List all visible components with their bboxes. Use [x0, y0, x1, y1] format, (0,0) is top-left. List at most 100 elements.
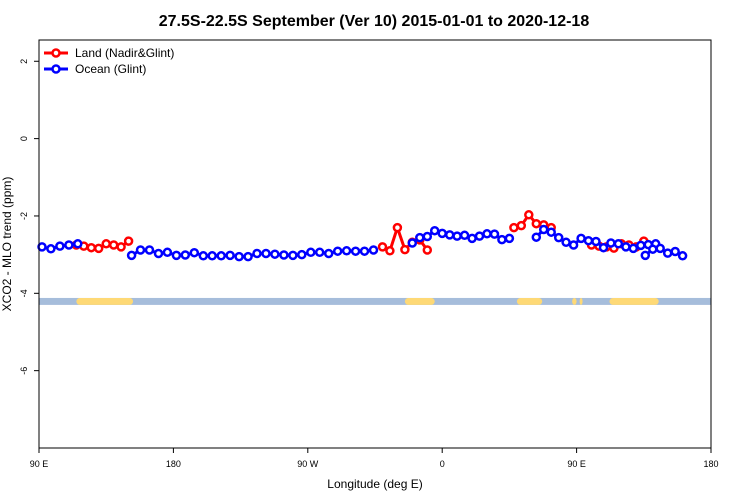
- data-point: [591, 236, 601, 247]
- ocean-band: [39, 297, 711, 305]
- data-point: [314, 247, 325, 258]
- y-tick-label: 0: [19, 136, 29, 141]
- y-axis-ticks: 2 0 -2 -4 -6: [19, 59, 39, 375]
- data-point: [621, 242, 631, 252]
- series-1: [37, 224, 688, 262]
- data-point: [392, 222, 403, 233]
- x-tick-label: 180: [703, 459, 718, 469]
- data-point: [613, 239, 624, 249]
- data-point: [234, 251, 244, 262]
- data-point: [504, 233, 515, 244]
- data-point: [86, 242, 97, 253]
- data-point: [108, 240, 119, 250]
- x-tick-label: 90 E: [30, 459, 49, 469]
- data-point: [482, 229, 492, 239]
- y-tick-label: -2: [19, 212, 29, 220]
- data-point: [73, 239, 83, 249]
- series-0: [71, 210, 649, 256]
- data-point: [459, 230, 470, 241]
- data-point: [270, 249, 280, 259]
- data-point: [171, 250, 182, 261]
- data-point: [385, 246, 395, 256]
- legend-marker: [51, 64, 61, 74]
- data-point: [640, 250, 651, 261]
- data-point: [207, 251, 217, 261]
- data-point: [516, 220, 527, 231]
- data-point: [297, 249, 307, 260]
- y-axis-label: XCO2 - MLO trend (ppm): [0, 177, 14, 312]
- data-point: [524, 210, 534, 220]
- data-point: [153, 248, 164, 259]
- data-point: [261, 248, 271, 259]
- data-point: [415, 232, 425, 243]
- data-point: [474, 231, 485, 241]
- data-point: [37, 242, 47, 252]
- data-point: [126, 250, 137, 261]
- data-point: [243, 251, 253, 262]
- data-point: [662, 248, 673, 258]
- data-point: [648, 244, 658, 254]
- data-point: [444, 230, 455, 240]
- data-point: [64, 240, 74, 250]
- data-point: [225, 250, 235, 261]
- data-point: [677, 251, 688, 261]
- data-point: [429, 225, 440, 236]
- y-tick-label: -6: [19, 367, 29, 375]
- data-point: [144, 245, 155, 255]
- land-segment: [404, 297, 435, 305]
- land-segment: [609, 297, 659, 305]
- data-point: [93, 243, 104, 254]
- land-ocean-band: [39, 297, 711, 305]
- data-point: [497, 234, 507, 245]
- data-point: [400, 244, 410, 255]
- data-point: [576, 233, 586, 244]
- data-point: [407, 238, 418, 248]
- x-tick-label: 90 W: [297, 459, 319, 469]
- chart-title: 27.5S-22.5S September (Ver 10) 2015-01-0…: [159, 13, 590, 30]
- data-point: [252, 248, 262, 259]
- plot-frame: [38, 39, 712, 449]
- data-point: [55, 241, 65, 251]
- data-point: [452, 231, 462, 241]
- data-point: [180, 250, 191, 260]
- data-point: [116, 242, 126, 252]
- data-point: [101, 239, 111, 249]
- data-point: [123, 236, 134, 246]
- data-point: [162, 247, 173, 258]
- data-point: [422, 231, 433, 242]
- data-point: [279, 250, 289, 260]
- data-point: [198, 251, 209, 261]
- data-point: [531, 232, 542, 242]
- data-point: [538, 224, 549, 235]
- data-point: [670, 246, 680, 257]
- data-point: [636, 240, 646, 251]
- data-point: [359, 246, 370, 256]
- data-point: [598, 242, 609, 253]
- legend-marker: [51, 48, 61, 58]
- series-layer: [37, 210, 688, 262]
- data-point: [489, 229, 500, 239]
- x-tick-label: 0: [440, 459, 445, 469]
- y-tick-label: 2: [19, 59, 29, 64]
- data-point: [332, 246, 343, 256]
- data-point: [546, 227, 556, 237]
- land-segment: [76, 297, 134, 305]
- data-point: [509, 222, 519, 233]
- data-point: [561, 237, 571, 248]
- y-tick-label: -4: [19, 289, 29, 297]
- data-point: [288, 250, 298, 261]
- data-point: [46, 244, 56, 254]
- data-point: [323, 248, 334, 259]
- data-point: [350, 246, 361, 256]
- data-point: [377, 242, 388, 252]
- land-segment: [572, 297, 577, 305]
- x-axis-ticks: 90 E 180 90 W 0 90 E 180: [30, 448, 719, 469]
- data-point: [568, 240, 579, 250]
- legend-label: Land (Nadir&Glint): [75, 46, 174, 60]
- data-point: [368, 245, 379, 255]
- data-point: [189, 247, 200, 258]
- land-segment: [516, 297, 543, 305]
- data-point: [135, 245, 146, 255]
- data-point: [467, 233, 477, 244]
